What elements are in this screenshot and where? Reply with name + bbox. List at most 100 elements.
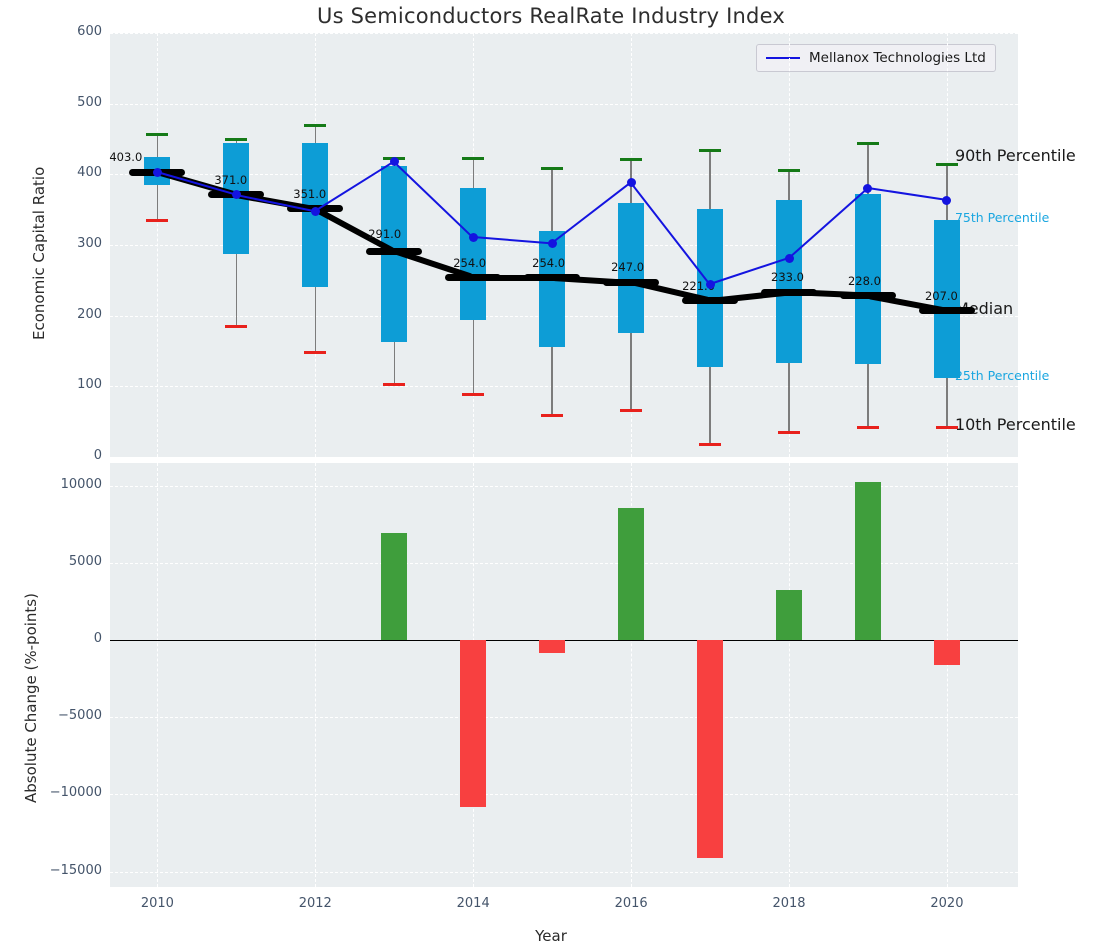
y-tick-top-100: 100 <box>77 377 102 393</box>
y-tick-top-600: 600 <box>77 24 102 39</box>
gridline-h-bot <box>110 794 1018 796</box>
y-tick-bot--5000: −5000 <box>58 708 102 724</box>
cap-top-2017 <box>699 148 722 152</box>
gridline-h-bot <box>110 871 1018 873</box>
legend-label: Mellanox Technologies Ltd <box>809 50 986 66</box>
median-value-label-2013: 291.0 <box>368 227 402 242</box>
median-line-segment <box>473 274 553 281</box>
company-data-point-2017[interactable] <box>705 280 715 290</box>
bar-2019[interactable] <box>854 482 881 641</box>
legend-line-icon <box>766 57 800 59</box>
median-marker-2019 <box>839 292 896 300</box>
bar-2018[interactable] <box>776 589 803 641</box>
gridline-v-bot-2018 <box>789 463 791 887</box>
y-tick-bot-10000: 10000 <box>60 477 102 493</box>
median-value-label-2014: 254.0 <box>453 255 487 270</box>
gridline-h-top <box>110 103 1018 105</box>
annotation-75th-percentile: 75th Percentile <box>954 210 1050 226</box>
median-value-label-2019: 228.0 <box>847 273 881 288</box>
gridline-h-bot <box>110 717 1018 719</box>
median-value-label-2018: 233.0 <box>771 270 804 285</box>
box-2019[interactable] <box>854 194 881 365</box>
gridline-v-bot-2016 <box>631 463 633 887</box>
median-value-label-2011: 371.0 <box>214 172 248 187</box>
cap-top-2016 <box>620 157 643 161</box>
bar-2014[interactable] <box>460 640 487 807</box>
bar-2015[interactable] <box>539 640 566 653</box>
median-marker-2017 <box>682 297 739 305</box>
company-data-point-2011[interactable] <box>231 190 241 200</box>
box-2016[interactable] <box>618 202 645 334</box>
box-2014[interactable] <box>460 187 487 320</box>
gridline-v-top-2010 <box>157 33 159 457</box>
gridline-h-top <box>110 174 1018 176</box>
company-data-point-2015[interactable] <box>547 239 557 249</box>
y-tick-top-200: 200 <box>77 306 102 322</box>
x-tick-2016: 2016 <box>614 896 648 911</box>
company-data-point-2016[interactable] <box>626 178 636 188</box>
legend[interactable]: Mellanox Technologies Ltd <box>756 44 996 72</box>
company-data-point-2019[interactable] <box>863 183 873 193</box>
box-2018[interactable] <box>776 199 803 363</box>
company-data-point-2013[interactable] <box>389 157 399 167</box>
x-tick-2014: 2014 <box>456 896 490 911</box>
company-data-point-2012[interactable] <box>310 206 320 216</box>
median-marker-2015 <box>524 274 581 281</box>
cap-bottom-2010 <box>146 218 169 222</box>
median-marker-2014 <box>445 274 502 281</box>
annotation-25th-percentile: 25th Percentile <box>954 367 1050 383</box>
box-2015[interactable] <box>539 230 566 348</box>
cap-bottom-2014 <box>462 392 485 396</box>
cap-top-2018 <box>778 169 801 173</box>
cap-bottom-2016 <box>620 408 643 412</box>
y-tick-bot--15000: −15000 <box>49 862 102 878</box>
chart-title: Us Semiconductors RealRate Industry Inde… <box>317 4 785 28</box>
y-tick-top-500: 500 <box>77 94 102 110</box>
median-marker-2018 <box>761 288 818 296</box>
cap-top-2015 <box>541 167 564 171</box>
cap-top-2010 <box>146 133 169 137</box>
median-marker-2013 <box>366 247 423 255</box>
gridline-v-bot-2012 <box>315 463 317 887</box>
median-marker-2020 <box>918 307 975 315</box>
barchart-panel <box>110 463 1018 887</box>
cap-bottom-2011 <box>225 325 248 329</box>
median-value-label-2016: 247.0 <box>611 260 645 275</box>
median-marker-2016 <box>603 278 660 286</box>
cap-top-2019 <box>856 141 879 145</box>
gridline-h-top <box>110 386 1018 388</box>
cap-bottom-2015 <box>541 413 564 417</box>
gridline-h-bot <box>110 486 1018 488</box>
bar-2020[interactable] <box>933 640 960 665</box>
gridline-v-bot-2010 <box>157 463 159 887</box>
company-data-point-2014[interactable] <box>468 232 478 242</box>
bar-2013[interactable] <box>381 533 408 641</box>
bar-2016[interactable] <box>618 508 645 641</box>
gridline-h-top <box>110 457 1018 458</box>
median-value-label-2015: 254.0 <box>532 255 566 270</box>
y-tick-top-300: 300 <box>77 236 102 251</box>
median-value-label-2010: 403.0 <box>109 150 143 165</box>
box-2020[interactable] <box>933 220 960 378</box>
y-tick-top-0: 0 <box>93 448 102 463</box>
gridline-h-bot <box>110 563 1018 565</box>
cap-bottom-2020 <box>935 425 958 429</box>
bar-2017[interactable] <box>697 640 724 858</box>
median-value-label-2012: 351.0 <box>293 186 327 201</box>
company-data-point-2020[interactable] <box>942 195 952 205</box>
annotation-10th-percentile: 10th Percentile <box>954 415 1076 435</box>
y-tick-bot-0: 0 <box>93 631 102 647</box>
x-tick-2012: 2012 <box>298 896 332 911</box>
cap-top-2020 <box>935 162 958 166</box>
company-data-point-2010[interactable] <box>152 167 162 177</box>
gridline-v-bot-2020 <box>946 463 948 887</box>
y-tick-bot--10000: −10000 <box>49 785 102 801</box>
y-tick-bot-5000: 5000 <box>68 554 102 570</box>
x-axis-label: Year <box>535 927 567 942</box>
company-data-point-2018[interactable] <box>784 253 794 263</box>
x-tick-2018: 2018 <box>772 896 806 911</box>
median-value-label-2020: 207.0 <box>924 288 958 303</box>
cap-top-2014 <box>462 156 485 160</box>
cap-bottom-2019 <box>856 425 879 429</box>
